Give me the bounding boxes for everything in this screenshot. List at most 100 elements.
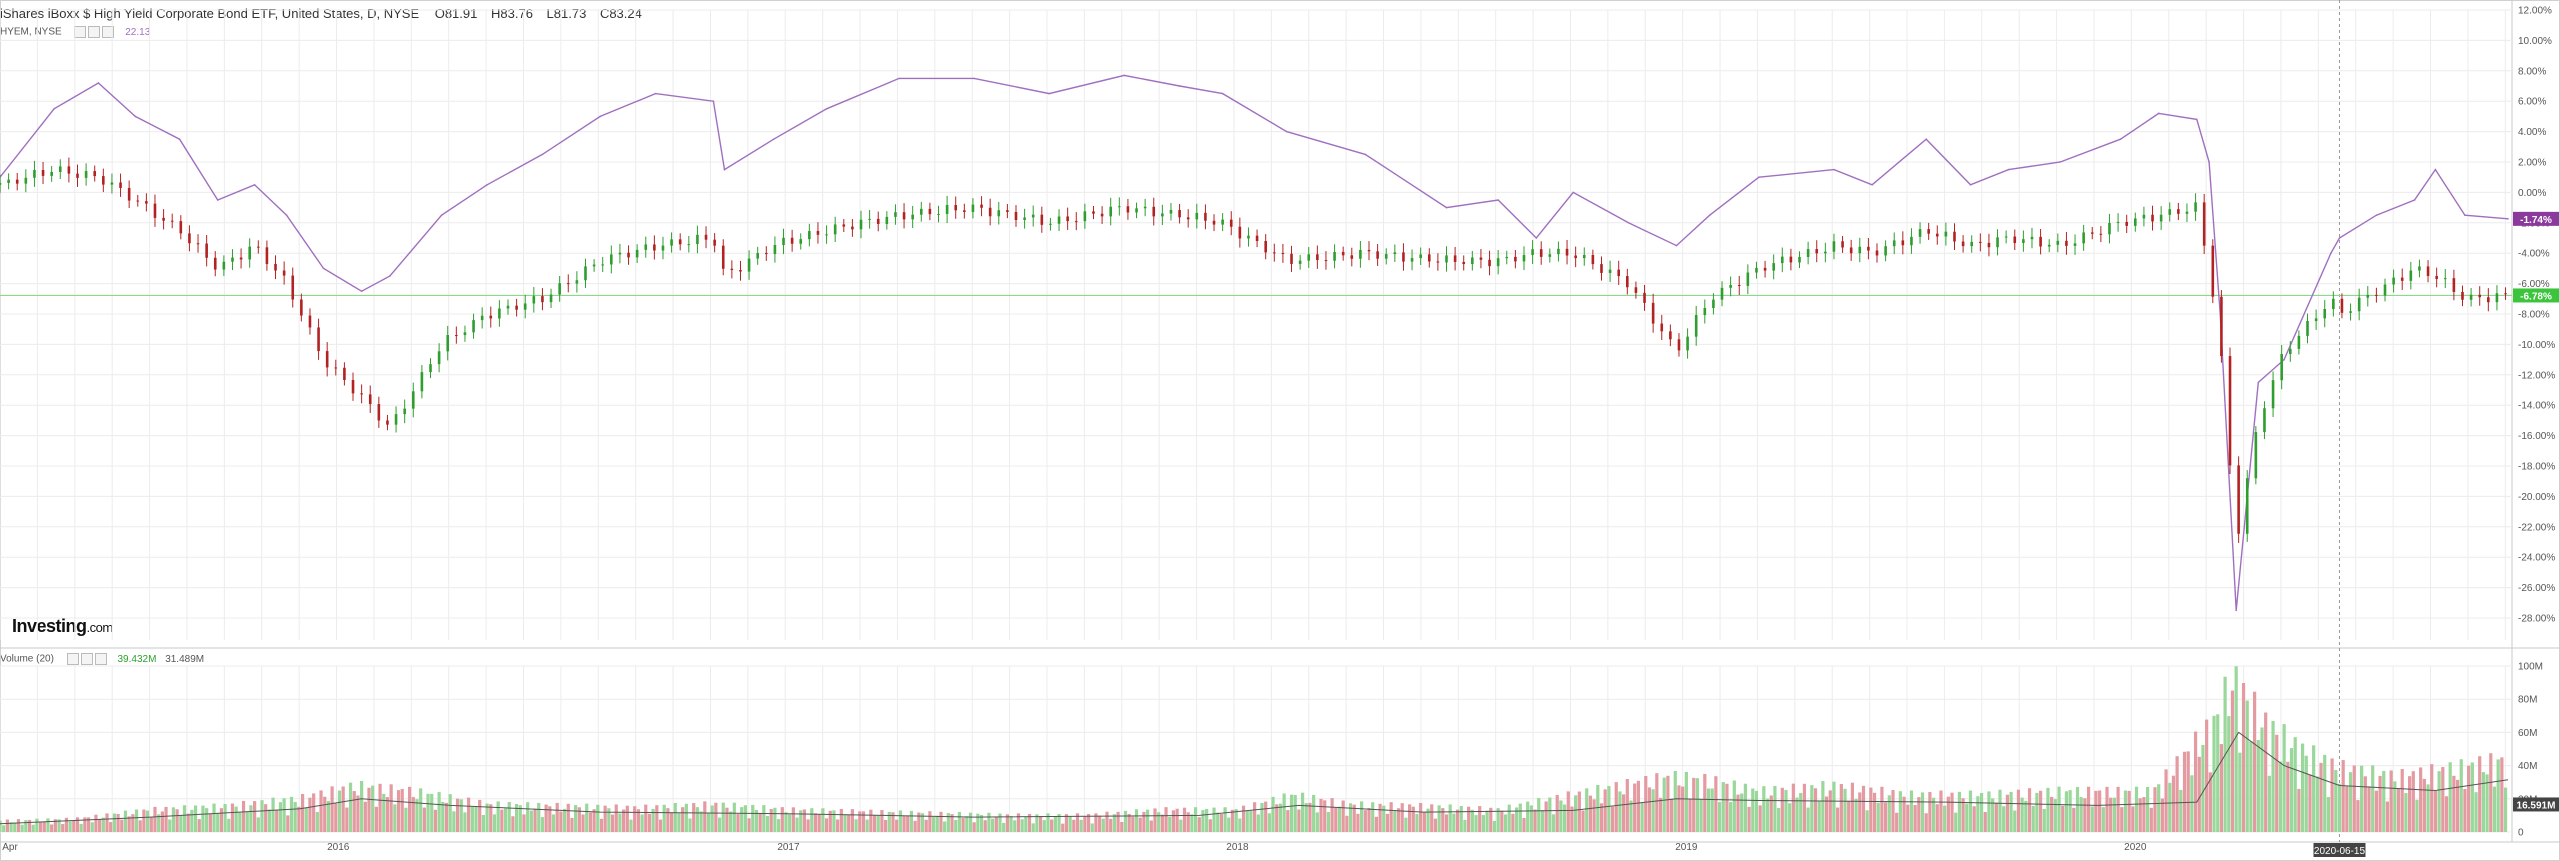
volume-bar bbox=[1245, 810, 1249, 832]
price-candle-body bbox=[851, 226, 854, 230]
volume-y-tick-label: 100M bbox=[2518, 662, 2543, 673]
volume-bar bbox=[1965, 803, 1969, 832]
volume-bar bbox=[1098, 815, 1102, 832]
volume-bar bbox=[2315, 776, 2319, 832]
volume-bar bbox=[444, 802, 449, 832]
volume-bar bbox=[1518, 803, 1522, 832]
volume-bar bbox=[1596, 784, 1600, 832]
settings-icon[interactable] bbox=[66, 653, 79, 665]
volume-bar bbox=[182, 805, 187, 832]
volume-bar bbox=[1836, 807, 1840, 832]
volume-bar bbox=[75, 817, 80, 832]
volume-y-tick-label: 80M bbox=[2518, 695, 2537, 706]
volume-bar bbox=[1791, 783, 1795, 832]
volume-bar bbox=[1219, 813, 1224, 832]
volume-bar bbox=[175, 809, 179, 832]
price-candle-body bbox=[1910, 236, 1913, 246]
price-candle-body bbox=[2099, 233, 2103, 235]
volume-bar bbox=[2297, 788, 2301, 832]
price-candle-body bbox=[919, 208, 923, 215]
y-tick-label: -6.00% bbox=[2518, 279, 2550, 290]
volume-bar bbox=[164, 806, 168, 832]
price-candle-body bbox=[1729, 285, 1732, 288]
volume-bar bbox=[230, 803, 235, 832]
volume-bar bbox=[511, 816, 515, 832]
volume-bar bbox=[2404, 793, 2408, 832]
volume-bar bbox=[795, 817, 799, 832]
close-icon[interactable] bbox=[94, 653, 107, 665]
volume-bar bbox=[1666, 775, 1670, 832]
y-tick-label: -20.00% bbox=[2518, 492, 2555, 503]
volume-bar bbox=[256, 817, 260, 832]
volume-bar bbox=[1503, 814, 1508, 832]
close-icon[interactable] bbox=[102, 26, 115, 38]
volume-bar bbox=[636, 809, 640, 832]
volume-bar bbox=[2356, 800, 2360, 832]
price-candle-body bbox=[2022, 239, 2025, 244]
volume-bar bbox=[112, 813, 116, 832]
price-candle-body bbox=[2245, 478, 2249, 534]
price-candle-body bbox=[1712, 299, 1715, 308]
volume-bar bbox=[603, 805, 607, 832]
volume-bar bbox=[208, 814, 212, 832]
price-candle-body bbox=[2047, 244, 2051, 247]
volume-y-tick-label: 0 bbox=[2518, 828, 2524, 839]
price-candle-body bbox=[2495, 293, 2499, 303]
price-candle-body bbox=[2254, 432, 2258, 479]
y-tick-label: -16.00% bbox=[2518, 431, 2555, 442]
volume-bar bbox=[1581, 810, 1585, 832]
volume-bar bbox=[2098, 790, 2102, 832]
price-candle-body bbox=[170, 220, 174, 222]
price-candle-body bbox=[1539, 249, 1543, 257]
volume-bar bbox=[1289, 794, 1294, 832]
volume-bar bbox=[1891, 790, 1895, 832]
volume-bar bbox=[1714, 776, 1718, 832]
compare-series-point bbox=[1833, 168, 1835, 171]
price-candle-body bbox=[1841, 241, 1844, 248]
price-candle-body bbox=[2168, 209, 2172, 215]
volume-bar bbox=[109, 822, 113, 832]
volume-bar bbox=[190, 809, 194, 832]
volume-bar bbox=[1253, 802, 1257, 832]
price-candle-body bbox=[119, 182, 122, 188]
volume-bar bbox=[1673, 770, 1677, 832]
volume-bar bbox=[1555, 794, 1559, 832]
price-candle-body bbox=[1686, 336, 1689, 351]
volume-bar bbox=[1920, 792, 1925, 832]
volume-bar bbox=[86, 817, 91, 832]
visibility-icon[interactable] bbox=[88, 26, 101, 38]
compare-series-point bbox=[2196, 118, 2198, 121]
volume-bar bbox=[1946, 796, 1950, 832]
volume-bar bbox=[356, 795, 360, 832]
compare-series-point bbox=[1871, 184, 1873, 186]
compare-series-point bbox=[1178, 85, 1181, 87]
price-candle-body bbox=[1135, 208, 1138, 213]
volume-bar bbox=[503, 808, 508, 832]
volume-bar bbox=[1994, 802, 1998, 832]
price-candle-body bbox=[2228, 356, 2232, 466]
volume-bar bbox=[2393, 781, 2397, 832]
volume-bar bbox=[1378, 803, 1382, 832]
volume-bar bbox=[1695, 778, 1700, 832]
volume-bar bbox=[2193, 731, 2198, 832]
volume-bar bbox=[1599, 803, 1604, 832]
volume-bar bbox=[810, 808, 814, 832]
price-candle-body bbox=[1892, 240, 1896, 247]
price-candle-body bbox=[635, 249, 639, 258]
y-tick-label: 4.00% bbox=[2518, 127, 2546, 138]
volume-bar bbox=[382, 793, 386, 832]
volume-legend-controls[interactable] bbox=[66, 653, 109, 665]
price-candle-body bbox=[2400, 277, 2404, 281]
volume-bar bbox=[2016, 789, 2021, 832]
price-candle-body bbox=[2366, 294, 2370, 298]
volume-bar bbox=[1872, 792, 1877, 832]
volume-bar bbox=[784, 812, 788, 832]
price-candle-body bbox=[1884, 246, 1887, 256]
volume-bar bbox=[2337, 783, 2342, 832]
visibility-icon[interactable] bbox=[80, 653, 93, 665]
legend-controls[interactable] bbox=[74, 26, 116, 38]
volume-bar bbox=[2171, 775, 2176, 832]
price-last-value-label: -6.78% bbox=[2520, 291, 2552, 302]
volume-bar bbox=[1042, 820, 1046, 832]
